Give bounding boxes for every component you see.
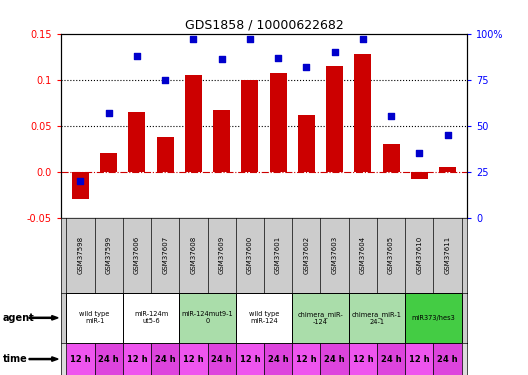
Bar xyxy=(123,292,180,343)
Point xyxy=(302,64,310,70)
Bar xyxy=(95,343,123,375)
Text: GSM37598: GSM37598 xyxy=(78,236,83,274)
Point xyxy=(331,49,339,55)
Point xyxy=(76,178,84,184)
Bar xyxy=(128,112,145,172)
Text: wild type
miR-1: wild type miR-1 xyxy=(79,311,110,324)
Text: miR373/hes3: miR373/hes3 xyxy=(411,315,455,321)
Bar xyxy=(67,343,95,375)
Point xyxy=(105,110,113,116)
Text: 24 h: 24 h xyxy=(211,355,232,364)
Bar xyxy=(292,292,348,343)
Bar xyxy=(433,343,461,375)
Text: GSM37610: GSM37610 xyxy=(416,236,422,274)
Bar xyxy=(383,144,400,172)
Text: 12 h: 12 h xyxy=(409,355,430,364)
Bar xyxy=(241,80,258,172)
Bar xyxy=(292,343,320,375)
Bar xyxy=(405,343,433,375)
Text: GSM37608: GSM37608 xyxy=(191,236,196,274)
Text: miR-124m
ut5-6: miR-124m ut5-6 xyxy=(134,311,168,324)
Text: GSM37607: GSM37607 xyxy=(162,236,168,274)
Bar xyxy=(180,343,208,375)
Bar xyxy=(411,172,428,179)
Bar xyxy=(320,343,348,375)
Bar xyxy=(439,167,456,172)
Text: 24 h: 24 h xyxy=(155,355,175,364)
Point xyxy=(274,55,282,61)
Text: agent: agent xyxy=(3,313,34,323)
Text: GSM37605: GSM37605 xyxy=(388,236,394,274)
Bar xyxy=(236,292,292,343)
Text: wild type
miR-124: wild type miR-124 xyxy=(249,311,279,324)
Text: 12 h: 12 h xyxy=(127,355,147,364)
Bar xyxy=(270,73,287,172)
Text: 24 h: 24 h xyxy=(324,355,345,364)
Text: GSM37609: GSM37609 xyxy=(219,236,224,274)
Bar xyxy=(180,292,236,343)
Point xyxy=(189,36,197,42)
Point xyxy=(387,113,395,119)
Bar xyxy=(100,153,117,172)
Bar xyxy=(236,343,264,375)
Text: 12 h: 12 h xyxy=(240,355,260,364)
Text: 24 h: 24 h xyxy=(268,355,288,364)
Bar xyxy=(123,343,151,375)
Text: GSM37604: GSM37604 xyxy=(360,236,366,274)
Text: 12 h: 12 h xyxy=(70,355,91,364)
Bar xyxy=(185,75,202,172)
Text: miR-124mut9-1
0: miR-124mut9-1 0 xyxy=(182,311,233,324)
Text: 12 h: 12 h xyxy=(353,355,373,364)
Point xyxy=(218,57,226,63)
Text: GSM37606: GSM37606 xyxy=(134,236,140,274)
Text: 24 h: 24 h xyxy=(381,355,401,364)
Point xyxy=(415,150,423,156)
Bar xyxy=(405,292,461,343)
Text: 12 h: 12 h xyxy=(296,355,317,364)
Text: GSM37602: GSM37602 xyxy=(304,236,309,274)
Bar xyxy=(326,66,343,172)
Point xyxy=(359,36,367,42)
Text: time: time xyxy=(3,354,27,364)
Bar xyxy=(67,292,123,343)
Bar xyxy=(151,343,180,375)
Bar xyxy=(157,136,174,172)
Bar xyxy=(213,110,230,172)
Point xyxy=(133,53,141,59)
Text: GSM37611: GSM37611 xyxy=(445,236,450,274)
Text: GSM37600: GSM37600 xyxy=(247,236,253,274)
Bar xyxy=(264,343,292,375)
Point xyxy=(246,36,254,42)
Text: 24 h: 24 h xyxy=(437,355,458,364)
Text: GSM37603: GSM37603 xyxy=(332,236,337,274)
Bar xyxy=(298,115,315,172)
Title: GDS1858 / 10000622682: GDS1858 / 10000622682 xyxy=(185,18,343,31)
Text: GSM37601: GSM37601 xyxy=(275,236,281,274)
Text: chimera_miR-
-124: chimera_miR- -124 xyxy=(298,311,343,325)
Bar xyxy=(377,343,405,375)
Bar xyxy=(348,343,377,375)
Point xyxy=(444,132,452,138)
Bar xyxy=(208,343,236,375)
Bar xyxy=(72,172,89,199)
Text: 24 h: 24 h xyxy=(98,355,119,364)
Point xyxy=(161,77,169,83)
Text: 12 h: 12 h xyxy=(183,355,204,364)
Text: chimera_miR-1
24-1: chimera_miR-1 24-1 xyxy=(352,311,402,325)
Bar xyxy=(348,292,405,343)
Bar xyxy=(354,54,371,172)
Text: GSM37599: GSM37599 xyxy=(106,236,112,274)
